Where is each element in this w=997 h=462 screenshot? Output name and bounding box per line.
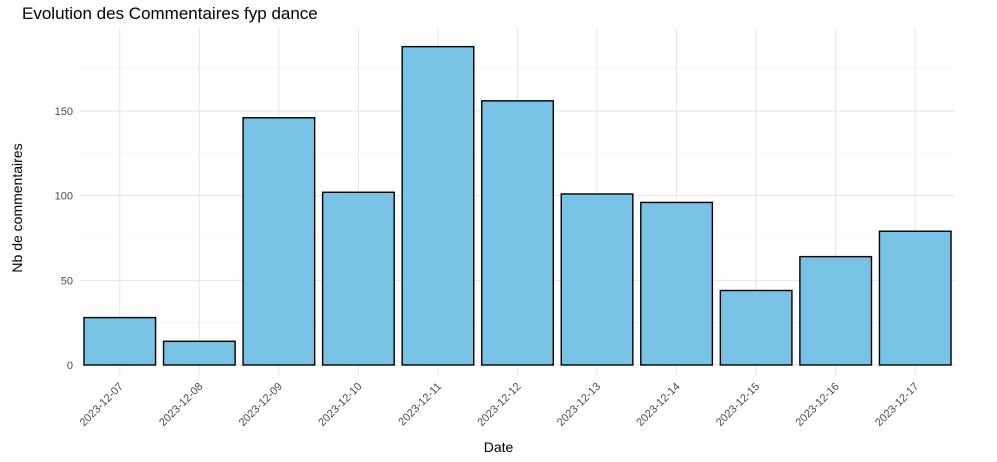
x-tick-label: 2023-12-17 [873, 381, 921, 429]
y-tick-label: 150 [55, 106, 73, 118]
bar-2023-12-14 [640, 201, 714, 366]
x-tick-label: 2023-12-07 [78, 381, 126, 429]
x-tick-label: 2023-12-16 [794, 381, 842, 429]
y-tick-labels: 0 50 100 150 [55, 106, 73, 372]
y-tick-label: 100 [55, 191, 73, 203]
bar-2023-12-10 [321, 191, 395, 366]
y-tick-label: 50 [61, 275, 73, 287]
bar-2023-12-13 [560, 193, 634, 366]
bar-2023-12-17 [878, 230, 952, 366]
x-tick-label: 2023-12-12 [475, 381, 523, 429]
x-tick-label: 2023-12-10 [316, 381, 364, 429]
chart-title: Evolution des Commentaires fyp dance [22, 4, 318, 23]
y-tick-label: 0 [67, 360, 73, 372]
x-tick-label: 2023-12-11 [396, 381, 444, 429]
bar-2023-12-16 [799, 255, 873, 366]
x-tick-label: 2023-12-08 [157, 381, 205, 429]
bar-2023-12-12 [481, 100, 554, 366]
x-tick-label: 2023-12-13 [555, 381, 603, 429]
x-tick-labels: 2023-12-07 2023-12-08 2023-12-09 2023-12-10… [78, 381, 922, 429]
x-tick-label: 2023-12-14 [634, 381, 682, 429]
bars [83, 45, 952, 366]
bar-2023-12-09 [242, 117, 316, 366]
bar-2023-12-15 [719, 289, 793, 366]
x-axis-label: Date [483, 439, 514, 455]
x-tick-label: 2023-12-09 [237, 381, 285, 429]
x-tick-label: 2023-12-15 [714, 381, 762, 429]
bar-2023-12-07 [83, 316, 157, 366]
bar-2023-12-11 [401, 45, 475, 366]
bar-2023-12-08 [162, 340, 236, 366]
